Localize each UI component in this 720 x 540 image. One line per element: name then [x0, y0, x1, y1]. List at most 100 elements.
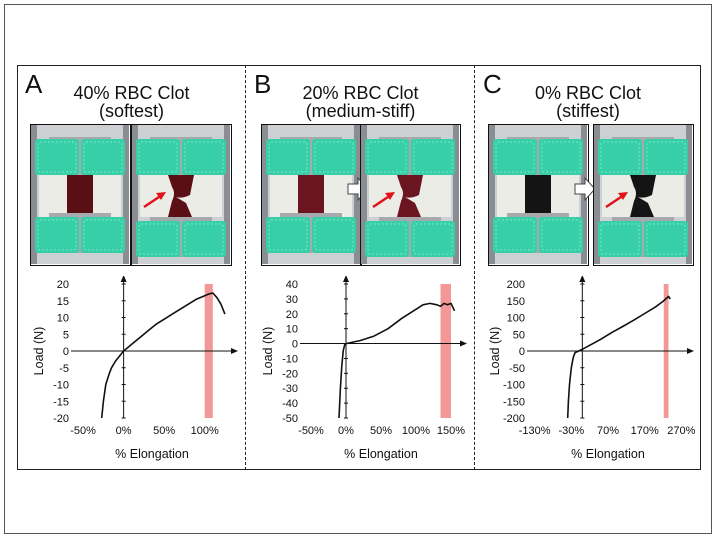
foam-pad	[365, 221, 409, 257]
foam-texture	[138, 223, 178, 255]
foam-pad	[266, 217, 310, 253]
sequence-arrow-icon	[574, 176, 596, 202]
clot-specimen	[525, 175, 551, 215]
specimen-photo	[31, 125, 129, 264]
y-tick-label: 20	[57, 279, 69, 291]
foam-texture	[367, 141, 407, 173]
foam-texture	[314, 219, 354, 251]
foam-texture	[268, 141, 308, 173]
panel-title-line1: 0% RBC Clot	[534, 83, 642, 103]
foam-pad	[411, 221, 455, 257]
x-tick-label: -30%	[558, 425, 584, 437]
y-tick-label: -15	[53, 396, 69, 408]
load-curve-line	[100, 292, 226, 419]
failure-marker-arrow-icon	[605, 192, 628, 209]
load-curve-line	[566, 295, 671, 419]
foam-texture	[413, 223, 453, 255]
x-tick-label: 50%	[370, 425, 392, 437]
specimen-photo	[489, 125, 587, 264]
foam-pad	[136, 221, 180, 257]
y-tick-label: -10	[282, 353, 298, 365]
photo-before-test	[30, 124, 131, 266]
foam-texture	[184, 141, 224, 173]
foam-texture	[83, 141, 123, 173]
y-tick-label: -50	[509, 363, 525, 375]
x-tick-label: 100%	[191, 425, 219, 437]
y-tick-label: 15	[57, 296, 69, 308]
y-tick-label: 50	[513, 329, 525, 341]
failure-band	[440, 284, 451, 418]
panel-title: 0% RBC Clot (stiffest)	[476, 84, 700, 120]
chart-svg: 40 30 20 10 0 -10 -20 -30 -40 -50-50% 0% 50% 100% 150…	[261, 275, 467, 461]
load-elongation-chart: 40 30 20 10 0 -10 -20 -30 -40 -50 -50% 0% 50% 100% 150…	[252, 275, 470, 471]
photo-after-test	[360, 124, 461, 266]
load-elongation-chart: 20 15 10 5 0 -5 -10 -15 -20 -50% 0% 50% 100%% Elonga…	[23, 275, 241, 471]
x-tick-label: 170%	[631, 425, 659, 437]
clot-specimen	[630, 175, 656, 217]
y-tick-label: -10	[53, 380, 69, 392]
y-tick-label: -30	[282, 383, 298, 395]
y-axis-arrowhead-icon	[120, 275, 127, 282]
foam-pad	[312, 139, 356, 175]
chart-svg: 200 150 100 50 0 -50 -100 -150 -200-130% -30% 70% 1…	[488, 275, 696, 461]
y-tick-label: -5	[59, 363, 69, 375]
y-tick-label: -40	[282, 398, 298, 410]
foam-pad	[81, 217, 125, 253]
x-tick-label: 70%	[597, 425, 619, 437]
fixture-rail-right	[453, 125, 459, 264]
foam-pad	[81, 139, 125, 175]
arrow-body	[574, 176, 596, 202]
x-axis-arrowhead-icon	[231, 348, 238, 354]
specimen-photo	[361, 125, 459, 264]
x-tick-label: 100%	[402, 425, 430, 437]
photo-after-test	[131, 124, 232, 266]
fixture-rail-right	[224, 125, 230, 264]
photo-after-test	[593, 124, 694, 266]
panel-title: 20% RBC Clot (medium-stiff)	[247, 84, 474, 120]
photo-pair	[18, 124, 245, 266]
load-elongation-chart: 200 150 100 50 0 -50 -100 -150 -200 -130% -30% 70% 1…	[479, 275, 697, 471]
clot-specimen	[298, 175, 324, 215]
y-tick-label: 0	[292, 339, 298, 351]
panel-c: C 0% RBC Clot (stiffest) 200 150 100 50 0 -50…	[476, 66, 700, 469]
fixture-rail-left	[31, 125, 37, 264]
foam-pad	[644, 221, 688, 257]
foam-texture	[413, 141, 453, 173]
y-tick-label: -150	[503, 396, 525, 408]
photo-pair	[476, 124, 700, 266]
panel-title-line2: (softest)	[98, 101, 164, 121]
panel-letter: A	[25, 69, 43, 99]
fixture-rail-right	[686, 125, 692, 264]
foam-pad	[182, 221, 226, 257]
y-tick-label: 10	[57, 313, 69, 325]
photo-before-test	[488, 124, 589, 266]
x-axis-label: % Elongation	[571, 447, 645, 461]
photo-before-test	[261, 124, 362, 266]
panel-divider-1	[245, 65, 246, 470]
foam-pad	[312, 217, 356, 253]
foam-texture	[495, 219, 535, 251]
panel-letter: B	[254, 69, 272, 99]
panel-b: B 20% RBC Clot (medium-stiff) 40 30 20 10 0 -…	[247, 66, 474, 469]
figure-border	[17, 65, 701, 470]
y-tick-label: 20	[286, 309, 298, 321]
x-axis-label: % Elongation	[115, 447, 189, 461]
foam-texture	[600, 223, 640, 255]
x-tick-label: 0%	[116, 425, 132, 437]
y-tick-label: -50	[282, 413, 298, 425]
foam-pad	[493, 217, 537, 253]
foam-texture	[184, 223, 224, 255]
y-axis-arrowhead-icon	[579, 275, 586, 282]
y-tick-label: 0	[519, 346, 525, 358]
y-tick-label: -20	[53, 413, 69, 425]
x-tick-label: 0%	[338, 425, 354, 437]
fixture-rail-right	[123, 125, 129, 264]
y-tick-label: 5	[63, 329, 69, 341]
x-axis-label: % Elongation	[344, 447, 418, 461]
y-tick-label: 0	[63, 346, 69, 358]
clot-specimen	[397, 175, 423, 217]
x-axis-arrowhead-icon	[460, 340, 467, 347]
y-axis-label: Load (N)	[261, 327, 275, 376]
y-tick-label: -200	[503, 413, 525, 425]
x-tick-label: 50%	[153, 425, 175, 437]
